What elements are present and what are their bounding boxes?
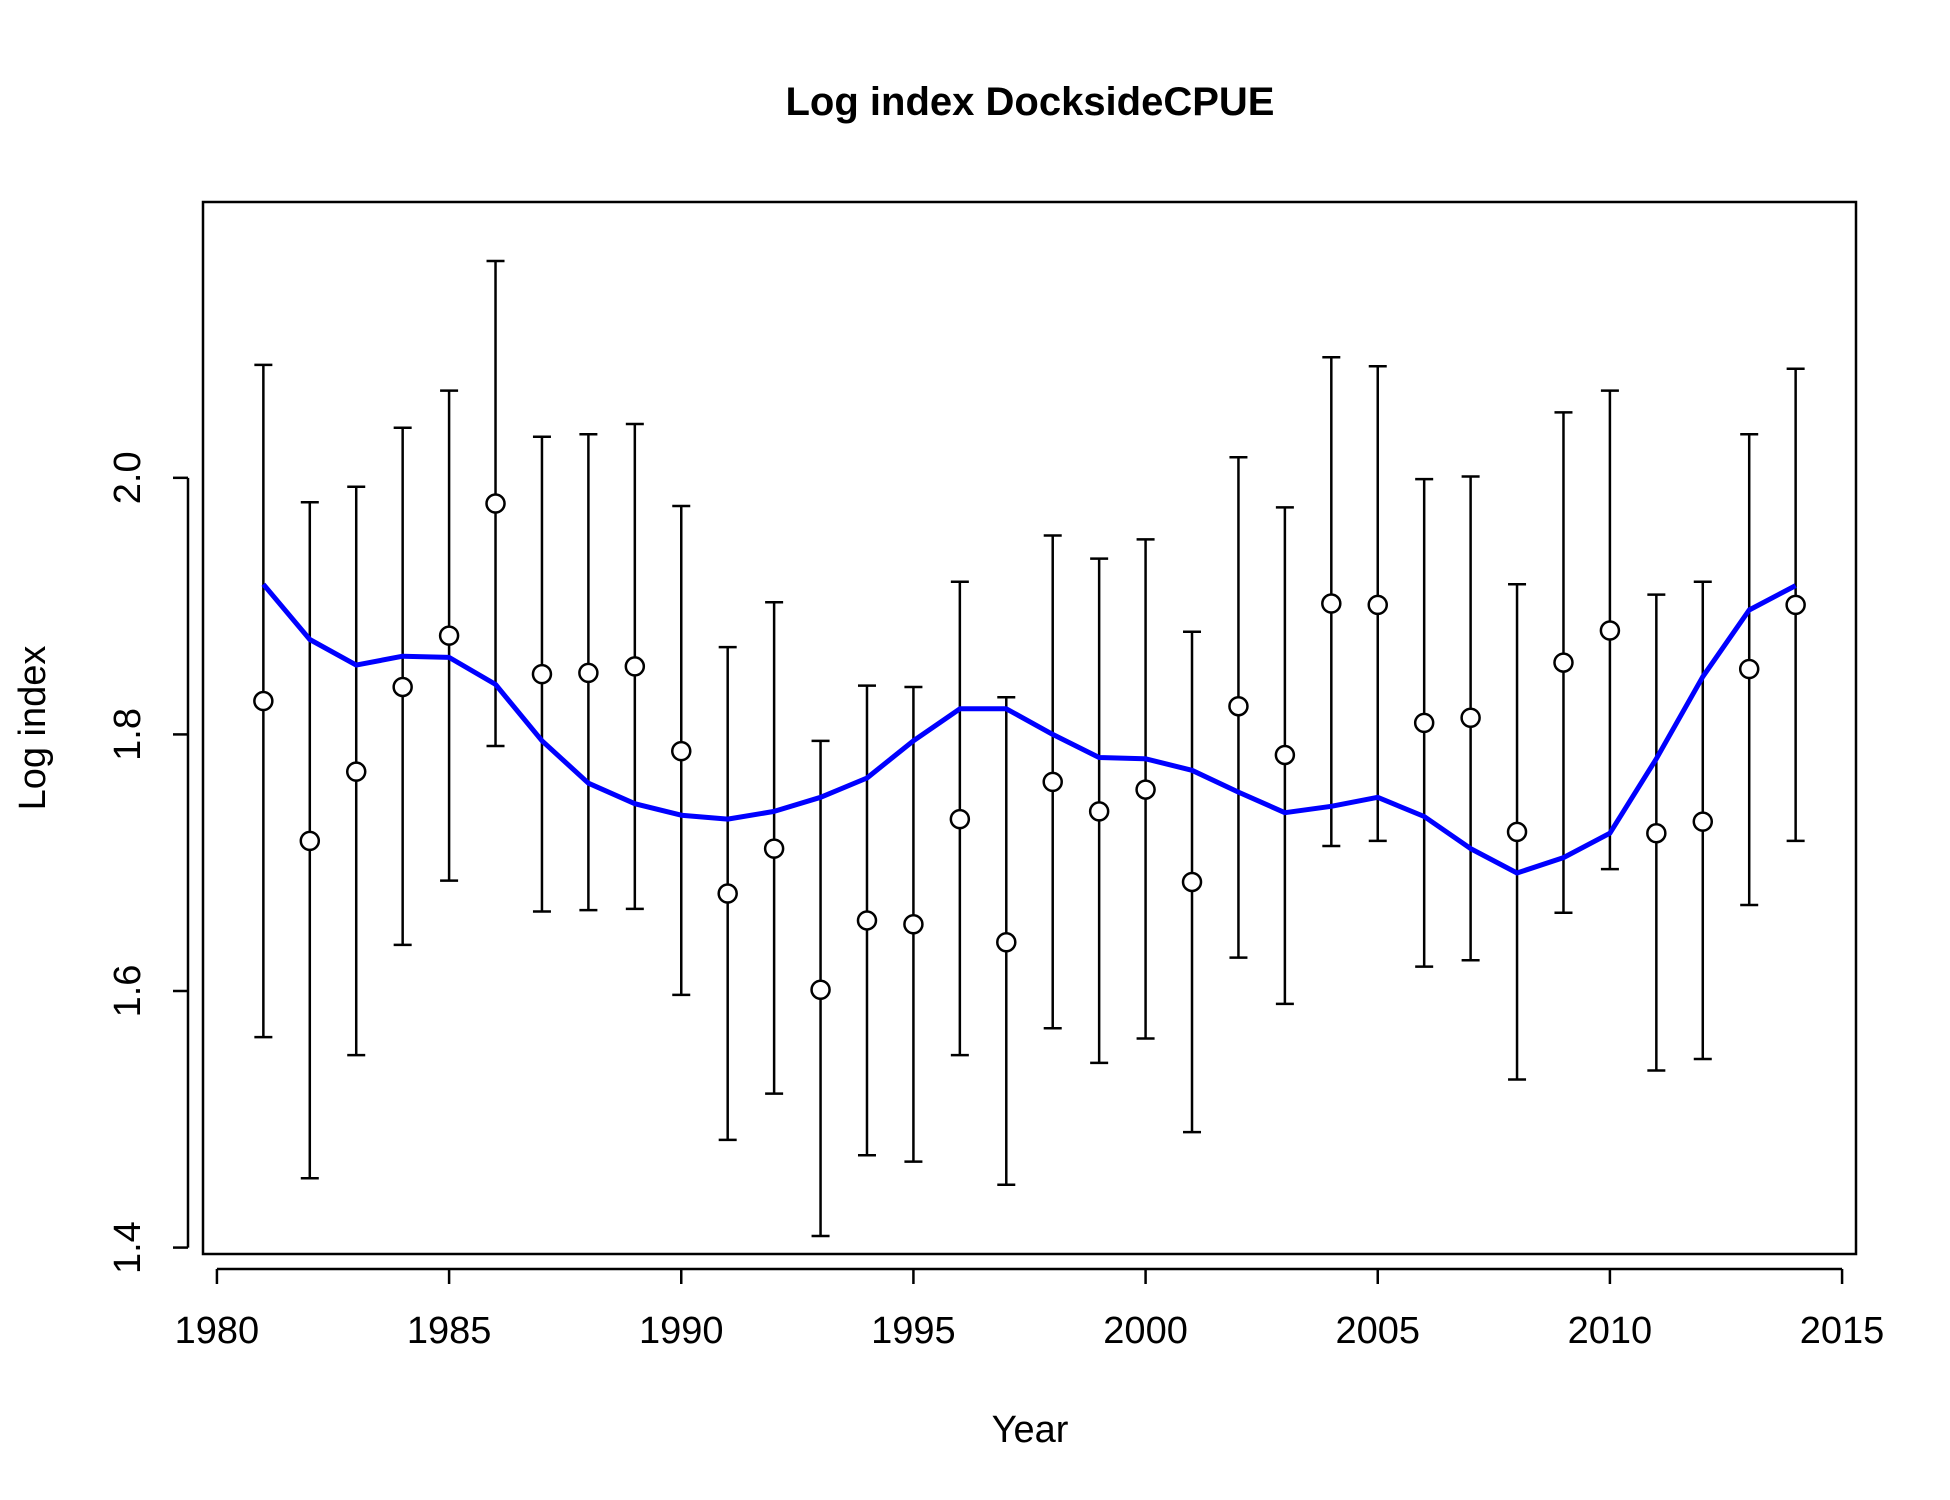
data-point	[1599, 620, 1621, 641]
error-bars	[254, 259, 1805, 1238]
data-point	[485, 493, 506, 514]
y-axis: 1.4 1.6 1.8 2.0	[107, 451, 190, 1274]
data-point	[1738, 658, 1760, 680]
data-point	[1367, 594, 1388, 616]
data-point	[299, 830, 321, 852]
data-point	[1646, 822, 1667, 844]
x-tick-label: 1990	[639, 1310, 724, 1352]
data-point	[996, 931, 1017, 953]
x-axis: 1980 1985 1990 1995 2000 2005 2010 2015	[175, 1267, 1885, 1352]
x-tick-label: 1995	[871, 1310, 956, 1352]
x-tick-label: 2000	[1103, 1310, 1188, 1352]
y-tick-label: 2.0	[107, 451, 149, 504]
observed-points	[253, 493, 1806, 1000]
data-point	[1135, 779, 1156, 800]
data-point	[1274, 744, 1296, 766]
data-point	[763, 838, 785, 859]
data-point	[1181, 871, 1203, 893]
data-point	[1460, 707, 1481, 728]
x-tick-label: 1980	[175, 1310, 260, 1352]
data-point	[1506, 821, 1528, 843]
data-point	[624, 656, 646, 677]
data-point	[253, 690, 274, 712]
data-point	[1321, 593, 1342, 614]
data-point	[949, 808, 971, 830]
data-point	[1785, 594, 1806, 616]
data-point	[578, 662, 599, 684]
y-tick-label: 1.6	[107, 965, 149, 1018]
data-point	[856, 910, 878, 931]
data-point	[1413, 712, 1435, 734]
x-tick-label: 2005	[1335, 1310, 1420, 1352]
data-point	[1228, 695, 1249, 717]
data-point	[903, 914, 924, 935]
data-point	[438, 625, 460, 646]
data-point	[1692, 811, 1714, 832]
y-tick-label: 1.4	[107, 1221, 149, 1274]
data-point	[531, 663, 553, 685]
data-point	[1042, 771, 1063, 793]
plot-frame	[201, 200, 1858, 1256]
data-point	[717, 883, 738, 904]
data-point	[671, 740, 692, 762]
y-tick-label: 1.8	[107, 708, 149, 761]
data-point	[1553, 652, 1574, 673]
data-point	[1088, 801, 1110, 822]
data-point	[345, 761, 367, 782]
x-tick-label: 1985	[407, 1310, 492, 1352]
data-point	[392, 676, 413, 698]
x-tick-label: 2015	[1800, 1310, 1885, 1352]
chart-title: Log index DocksideCPUE	[786, 80, 1275, 124]
data-point	[810, 979, 831, 1000]
y-axis-label: Log index	[12, 646, 54, 811]
x-tick-label: 2010	[1568, 1310, 1653, 1352]
fitted-line-series	[261, 582, 1797, 876]
x-axis-label: Year	[992, 1409, 1069, 1451]
